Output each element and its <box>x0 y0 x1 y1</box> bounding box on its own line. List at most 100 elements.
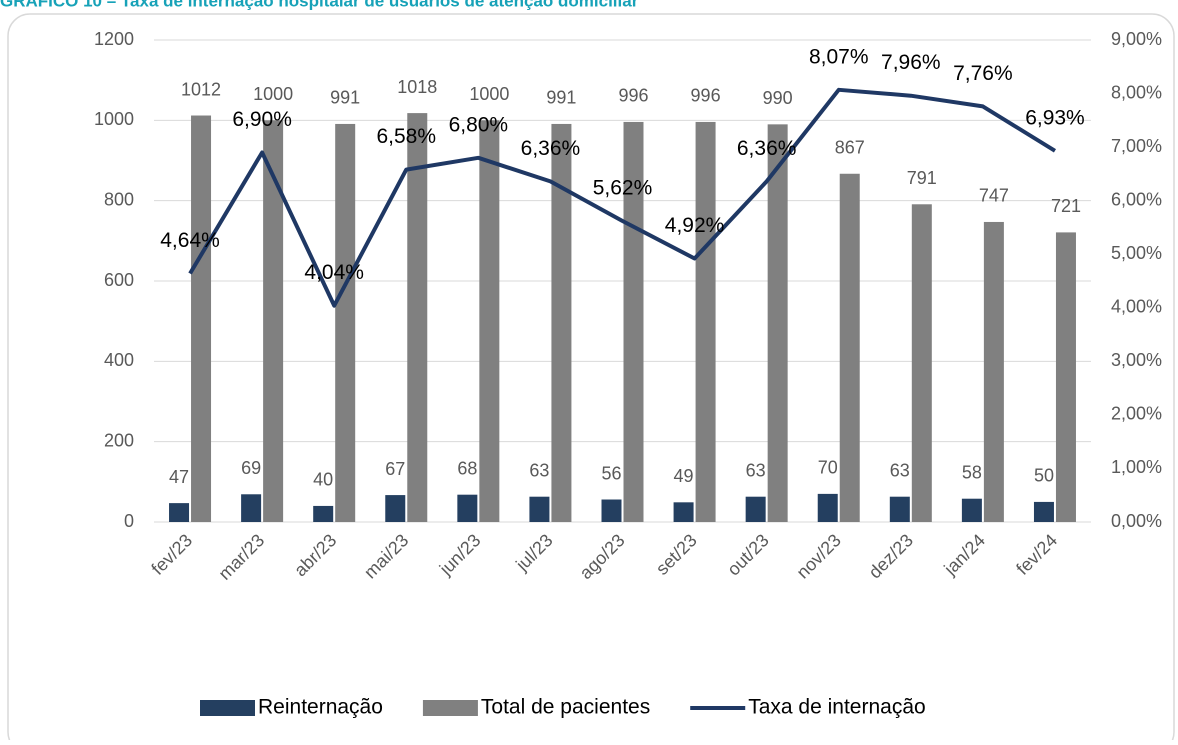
x-tick-label: jun/23 <box>435 530 485 580</box>
y-tick-label: 0 <box>124 511 134 531</box>
line-data-label: 4,64% <box>160 229 220 252</box>
bar <box>839 173 860 522</box>
data-label: 40 <box>313 470 333 490</box>
y2-tick-label: 8,00% <box>1111 82 1162 102</box>
y2-tick-label: 9,00% <box>1111 29 1162 49</box>
bar <box>889 496 910 522</box>
bar <box>169 503 190 522</box>
bar <box>601 499 622 522</box>
data-label: 1018 <box>397 77 437 97</box>
bar <box>385 495 406 522</box>
bar <box>961 498 982 522</box>
data-label: 996 <box>691 86 721 106</box>
data-label: 991 <box>330 88 360 108</box>
line <box>188 87 1057 308</box>
bar <box>983 221 1004 522</box>
y2-tick-label: 6,00% <box>1111 189 1162 209</box>
data-label: 1000 <box>253 84 293 104</box>
data-label: 63 <box>746 460 766 480</box>
y2-tick-label: 7,00% <box>1111 136 1162 156</box>
x-tick-label: fev/24 <box>1012 530 1061 579</box>
data-label: 67 <box>385 459 405 479</box>
data-label: 990 <box>763 88 793 108</box>
bar <box>551 123 572 522</box>
data-label: 50 <box>1034 466 1054 486</box>
bar <box>767 124 788 522</box>
legend-swatch <box>200 700 255 716</box>
legend-label: Reinternação <box>258 696 383 719</box>
legend-swatch <box>422 700 478 716</box>
chart-frame <box>7 13 1175 745</box>
bar <box>313 505 334 522</box>
y-tick-label: 800 <box>104 189 134 209</box>
bar <box>1055 232 1076 523</box>
x-tick-label: set/23 <box>652 530 701 579</box>
y-tick-label: 200 <box>104 430 134 450</box>
data-label: 56 <box>601 463 621 483</box>
line-data-label: 7,76% <box>953 62 1013 85</box>
y-tick-label: 400 <box>104 350 134 370</box>
line-data-label: 4,92% <box>665 214 725 237</box>
y2-tick-label: 0,00% <box>1111 511 1162 531</box>
x-tick-label: mar/23 <box>215 530 269 584</box>
line-data-label: 6,36% <box>737 137 797 160</box>
x-tick-label: jul/23 <box>511 530 556 575</box>
data-label: 68 <box>457 458 477 478</box>
x-tick-label: jan/24 <box>940 530 990 580</box>
line-data-label: 6,58% <box>376 125 436 148</box>
y-tick-label: 600 <box>104 270 134 290</box>
data-label: 63 <box>529 460 549 480</box>
bar <box>263 120 284 522</box>
data-label: 1000 <box>469 84 509 104</box>
line-data-label: 6,90% <box>232 108 292 131</box>
data-label: 991 <box>546 88 576 108</box>
bar <box>911 204 932 522</box>
data-label: 747 <box>979 186 1009 206</box>
legend-label: Taxa de internação <box>748 696 925 719</box>
line-data-label: 5,62% <box>593 177 653 200</box>
line-data-label: 4,04% <box>304 261 364 284</box>
chart-title: GRÁFICO 10 – Taxa de internação hospital… <box>0 0 639 10</box>
x-tick-label: out/23 <box>723 530 773 580</box>
data-label: 70 <box>818 458 838 478</box>
x-tick-label: fev/23 <box>147 530 196 579</box>
data-label: 69 <box>241 458 261 478</box>
y2-tick-label: 5,00% <box>1111 243 1162 263</box>
bar <box>335 123 356 522</box>
line-data-label: 6,36% <box>521 137 581 160</box>
y-tick-label: 1200 <box>94 29 134 49</box>
bar <box>241 494 262 522</box>
bar <box>817 493 838 522</box>
line-data-label: 8,07% <box>809 45 869 68</box>
y2-tick-label: 2,00% <box>1111 404 1162 424</box>
data-label: 791 <box>907 168 937 188</box>
data-label: 996 <box>618 86 648 106</box>
data-label: 49 <box>674 466 694 486</box>
data-label: 58 <box>962 462 982 482</box>
x-tick-label: nov/23 <box>793 530 845 582</box>
y2-tick-label: 1,00% <box>1111 457 1162 477</box>
bar <box>695 121 716 522</box>
y-tick-label: 1000 <box>94 109 134 129</box>
x-tick-label: dez/23 <box>865 530 917 582</box>
data-label: 867 <box>835 138 865 158</box>
y2-tick-label: 3,00% <box>1111 350 1162 370</box>
bar <box>191 115 212 522</box>
y2-tick-label: 4,00% <box>1111 297 1162 317</box>
bar <box>479 120 500 522</box>
bar <box>407 113 428 522</box>
data-label: 1012 <box>181 79 221 99</box>
bar <box>529 496 550 522</box>
data-label: 721 <box>1051 196 1081 216</box>
bar <box>1033 501 1054 522</box>
bar <box>457 494 478 522</box>
x-tick-label: ago/23 <box>576 530 629 583</box>
data-label: 47 <box>169 467 189 487</box>
x-tick-label: abr/23 <box>290 530 340 580</box>
bar <box>745 496 766 522</box>
line-data-label: 6,80% <box>449 113 509 136</box>
line-data-label: 6,93% <box>1025 106 1085 129</box>
bar <box>673 502 694 522</box>
line-data-label: 7,96% <box>881 51 941 74</box>
